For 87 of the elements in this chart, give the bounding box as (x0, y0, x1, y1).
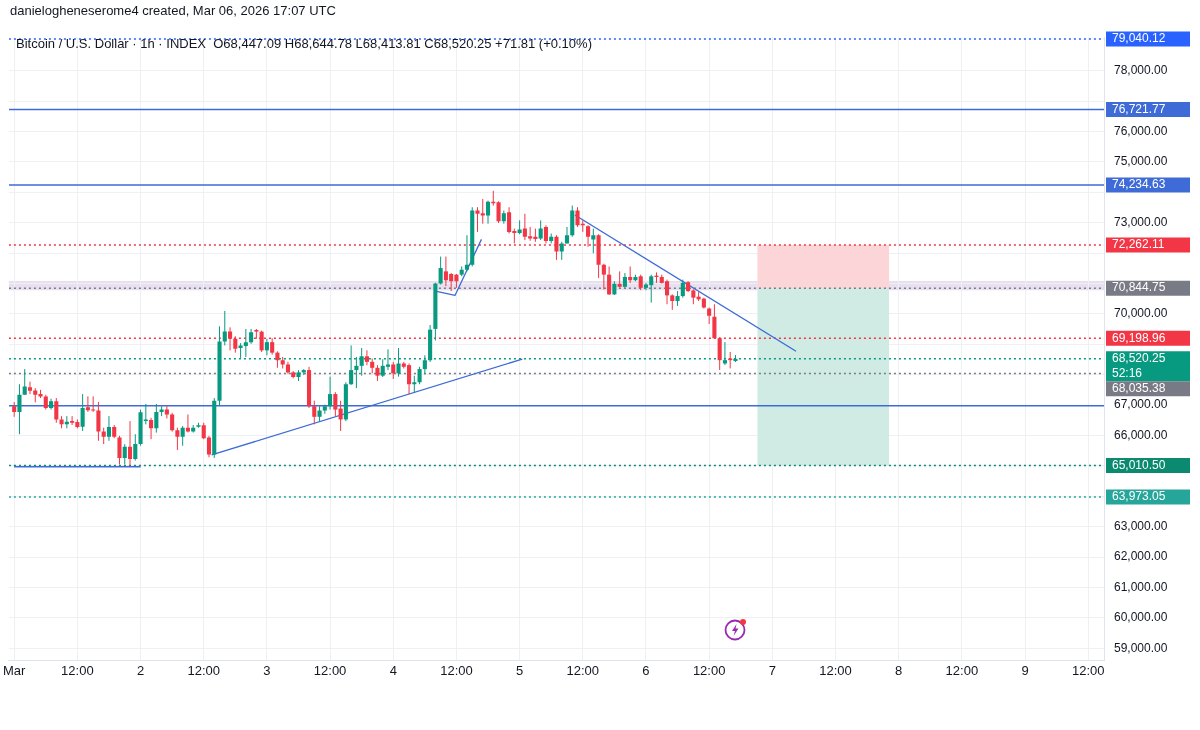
ref-line-label: 76,721.77 (1112, 101, 1166, 116)
candlestick (96, 401, 101, 442)
candlestick (122, 443, 127, 465)
candlestick (649, 274, 654, 304)
candlestick (228, 326, 233, 351)
x-tick-label: 2 (136, 662, 145, 678)
candlestick (170, 412, 175, 433)
y-tick-label: 63,000.00 (1114, 518, 1168, 533)
y-tick-label: 60,000.00 (1114, 610, 1168, 625)
ref-line-label: 65,010.50 (1112, 457, 1166, 472)
candlestick (591, 228, 596, 254)
candlestick (722, 341, 727, 366)
x-tick-label: 12:00 (819, 662, 852, 678)
x-tick-label: Mar (3, 662, 27, 678)
y-tick-label: 67,000.00 (1114, 397, 1168, 412)
x-tick-label: 6 (642, 662, 650, 678)
x-tick-label: 12:00 (945, 662, 979, 678)
candlestick (22, 368, 27, 396)
ref-line-label: 72,262.11 (1112, 237, 1165, 252)
candlestick (133, 433, 138, 462)
x-tick-label: 8 (895, 662, 903, 678)
candlestick (85, 395, 90, 413)
ref-line-label: 63,973.05 (1112, 489, 1166, 504)
y-tick-label: 73,000.00 (1114, 214, 1168, 229)
candlestick (643, 282, 649, 291)
candlestick (364, 349, 369, 366)
x-tick-label: 7 (768, 662, 776, 678)
candlestick (654, 271, 659, 284)
chart-title: Bitcoin / U.S. Dollar · 1h · INDEX O68,447.09 H68,644.78 L68,413.81 C68,520.25 +71.81 (+0.10%) (16, 36, 592, 51)
y-tick-label: 76,000.00 (1114, 123, 1168, 138)
y-tick-label: 62,000.00 (1114, 549, 1168, 564)
candlestick (154, 403, 159, 434)
x-tick-label: 3 (263, 662, 271, 678)
candlestick (538, 219, 543, 241)
candlestick (438, 256, 443, 285)
candlestick (80, 393, 85, 432)
ref-line-label: 68,520.25 52:16 (1112, 351, 1166, 381)
x-tick-label: 12:00 (566, 662, 600, 678)
candlestick (180, 425, 185, 447)
x-tick-label: 12:00 (692, 662, 726, 678)
candlestick (149, 417, 154, 440)
candlestick (485, 200, 491, 225)
ref-line-label: 69,198.96 (1112, 330, 1166, 345)
x-tick-label: 4 (389, 662, 397, 678)
candlestick (222, 310, 227, 346)
candlestick (127, 420, 133, 466)
y-tick-label: 61,000.00 (1114, 579, 1168, 594)
candlestick (664, 279, 670, 305)
candlestick (175, 427, 180, 451)
candlestick (707, 307, 712, 325)
candlestick (106, 415, 112, 442)
ref-line-label: 74,234.63 (1112, 177, 1166, 192)
x-tick-label: 12:00 (187, 662, 220, 678)
y-tick-label: 75,000.00 (1114, 154, 1168, 169)
x-tick-label: 12:00 (61, 662, 94, 678)
candlestick (17, 383, 22, 435)
candlestick (312, 400, 317, 425)
candlestick (70, 415, 75, 426)
candlestick (464, 234, 470, 272)
candlestick (559, 241, 564, 261)
candlestick (333, 391, 338, 417)
candlestick (117, 435, 122, 465)
y-tick-label: 66,000.00 (1114, 427, 1168, 442)
text: danielogheneserome4 created, Mar 06, 2026 17:07 UTC (10, 3, 336, 18)
x-tick-label: 5 (515, 662, 524, 678)
candlestick (91, 395, 96, 413)
ref-line-label: 79,040.12 (1112, 31, 1166, 46)
candlestick (27, 381, 33, 395)
candlestick (264, 338, 269, 356)
candlestick (601, 263, 606, 290)
candlestick (507, 206, 512, 235)
candlestick (328, 376, 333, 411)
candlestick (185, 413, 190, 433)
y-tick-label: 59,000.00 (1114, 640, 1168, 655)
y-tick-label: 78,000.00 (1114, 62, 1168, 77)
x-tick-label: 12:00 (313, 662, 347, 678)
candlestick (206, 435, 212, 458)
ref-line-label: 70,844.75 (1112, 280, 1166, 295)
x-tick-label: 9 (1021, 662, 1029, 678)
candlestick (54, 397, 59, 424)
candlestick (607, 265, 612, 296)
ref-line-label: 68,035.38 (1112, 381, 1166, 396)
x-tick-label: 12:00 (440, 662, 473, 678)
candlestick (564, 226, 570, 244)
x-tick-label: 12:00 (1071, 662, 1105, 678)
candlestick (680, 279, 685, 299)
y-tick-label: 70,000.00 (1114, 306, 1168, 321)
